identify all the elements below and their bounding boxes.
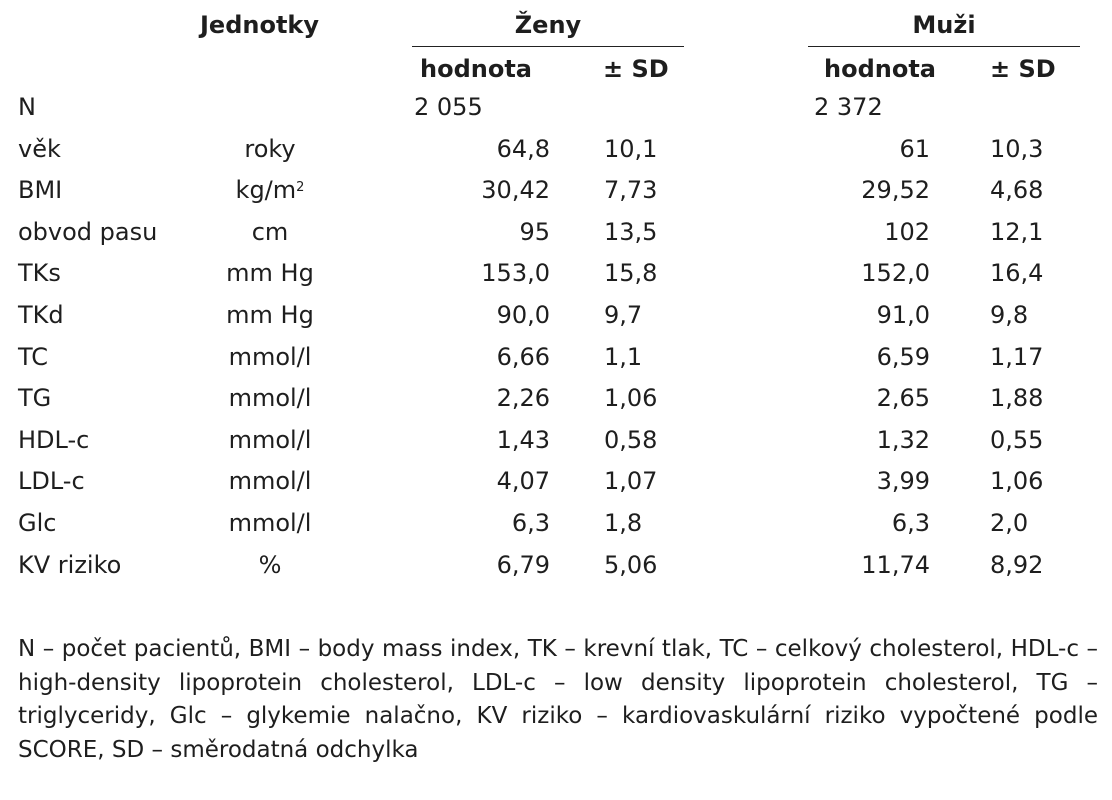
men-sd: 12,1 [990,217,1044,246]
men-value: 1,32 [876,425,930,454]
row-unit: roky [244,134,296,163]
men-value: 102 [884,217,930,246]
row-label: BMI [18,176,63,205]
women-value: 6,66 [496,342,550,371]
women-sd: 0,58 [604,425,658,454]
men-value: 152,0 [861,259,930,288]
men-sd: 1,17 [990,342,1044,371]
men-sd: 10,3 [990,134,1044,163]
women-header: Ženy [514,11,582,39]
men-value: 29,52 [861,176,930,205]
row-label: TC [18,342,49,371]
row-unit: mm Hg [226,301,314,329]
row-label: Glc [18,509,57,537]
women-sd: 7,73 [604,176,658,205]
row-unit: mm Hg [226,259,314,288]
row-unit: mmol/l [228,384,312,413]
women-sd: 13,5 [604,217,658,246]
women-sd: 1,1 [604,342,643,371]
row-label: TG [18,384,52,413]
women-value: 6,79 [496,550,550,579]
women-header-rule [412,46,684,47]
women-sd: 1,8 [604,509,643,537]
men-sd: 0,55 [990,425,1044,454]
men-header-rule [808,46,1080,47]
women-sd: 10,1 [604,134,658,163]
row-label: věk [18,134,61,163]
women-sd: 5,06 [604,550,658,579]
men-value: 61 [899,134,930,163]
men-header: Muži [912,11,976,39]
men-sd: 16,4 [990,259,1044,288]
men-sd: 8,92 [990,550,1044,579]
women-value: 30,42 [481,176,550,205]
men-value: 11,74 [861,550,930,579]
women-sd: 1,07 [604,467,658,496]
row-unit: mmol/l [228,342,312,371]
row-label: KV riziko [18,550,122,579]
row-label: TKd [18,301,64,329]
row-label: LDL-c [18,467,85,496]
women-value: 64,8 [496,134,550,163]
women-sd-header: ± SD [603,55,669,83]
women-value: 90,0 [496,301,550,329]
women-value-header: hodnota [420,55,532,83]
men-value: 2,65 [876,384,930,413]
row-label: obvod pasu [18,217,158,246]
women-value: 2 055 [414,93,483,121]
men-sd: 1,06 [990,467,1044,496]
row-unit: mmol/l [228,425,312,454]
row-unit: mmol/l [228,467,312,496]
women-value: 4,07 [496,467,550,496]
women-value: 1,43 [496,425,550,454]
row-unit: kg/m2 [235,176,305,205]
men-value: 6,59 [876,342,930,371]
men-value-header: hodnota [824,55,936,83]
row-unit: mmol/l [228,509,312,537]
units-header: Jednotky [200,11,320,39]
women-value: 153,0 [481,259,550,288]
women-value: 95 [519,217,550,246]
men-sd: 2,0 [990,509,1029,537]
women-sd: 1,06 [604,384,658,413]
women-value: 6,3 [511,509,550,537]
row-unit: % [258,550,282,579]
men-value: 3,99 [876,467,930,496]
men-sd: 1,88 [990,384,1044,413]
table-footnote: N – počet pacientů, BMI – body mass inde… [18,636,1098,763]
row-unit: cm [251,217,289,246]
women-sd: 15,8 [604,259,658,288]
men-sd: 9,8 [990,301,1029,329]
row-label: TKs [18,259,61,288]
men-value: 6,3 [891,509,930,537]
women-value: 2,26 [496,384,550,413]
men-value: 91,0 [876,301,930,329]
row-label: N [18,93,36,121]
women-sd: 9,7 [604,301,643,329]
men-value: 2 372 [814,93,883,121]
row-label: HDL-c [18,425,90,454]
men-sd-header: ± SD [990,55,1056,83]
unit-superscript: 2 [296,180,305,196]
men-sd: 4,68 [990,176,1044,205]
